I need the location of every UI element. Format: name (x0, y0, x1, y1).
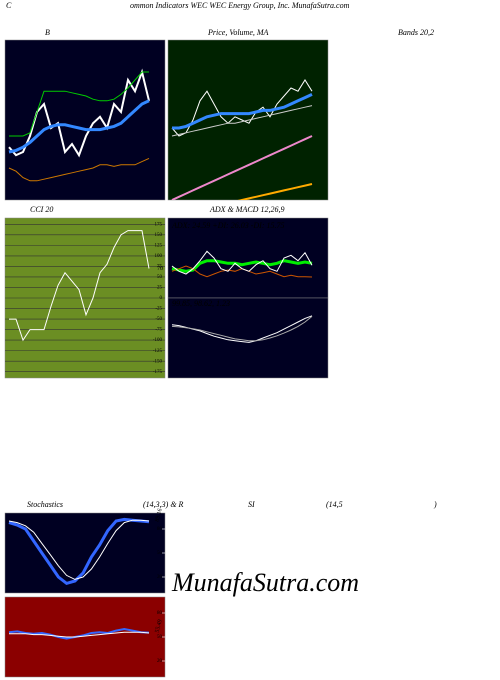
title-initial: C (6, 1, 12, 10)
y-tick-label: -50 (155, 317, 162, 322)
y-tick-label: -125 (153, 349, 163, 354)
header-text: B (45, 28, 50, 37)
panel-subtitle: 99.85, 98.62, 1.23 (172, 299, 230, 308)
y-tick-label: 80 (157, 527, 163, 532)
panel (4, 39, 166, 201)
y-tick-label: 50 (157, 275, 163, 280)
header-text: (14,5 (326, 500, 343, 509)
panel (4, 596, 166, 678)
series-line (237, 183, 313, 200)
series-line (8, 157, 150, 182)
series-line (8, 517, 150, 586)
watermark: MunafaSutra.com (171, 568, 359, 597)
y-tick-label: 125 (155, 244, 163, 249)
series-line (171, 259, 313, 273)
header-text: SI (248, 500, 255, 509)
series-line (171, 79, 313, 137)
y-tick-label: 20 (157, 659, 163, 664)
series-line (171, 135, 313, 200)
header-text: ) (433, 500, 437, 509)
panel-title: CCI 20 (30, 205, 53, 214)
series-line (9, 71, 149, 137)
value-label: 55.49 (154, 619, 163, 634)
panel (167, 297, 329, 379)
y-tick-label: 150 (155, 233, 163, 238)
y-tick-label: 175 (155, 222, 163, 227)
header-text: (14,3,3) & R (143, 500, 184, 509)
panel-subtitle: ADX: 24.59 +DI: 26.03 -DI: 15.75 (171, 221, 285, 230)
panel-title: ADX & MACD 12,26,9 (209, 205, 284, 214)
y-tick-label: -25 (155, 307, 162, 312)
series-line (171, 315, 313, 343)
panel (167, 217, 329, 299)
y-tick-label: 25 (157, 286, 163, 291)
y-tick-label: 80 (157, 611, 163, 616)
y-tick-label: -175 (153, 370, 163, 375)
y-tick-label: -100 (153, 338, 163, 343)
y-tick-label: 0 (160, 296, 163, 301)
series-line (8, 99, 150, 154)
value-label: 89.16 (154, 508, 163, 523)
y-tick-label: 50 (157, 635, 163, 640)
header-text: Price, Volume, MA (207, 28, 269, 37)
y-tick-label: -75 (155, 328, 162, 333)
series-line (171, 316, 313, 342)
header-text: Stochastics (27, 500, 63, 509)
series-line (172, 93, 313, 130)
series-line (171, 250, 313, 275)
y-tick-label: 50 (157, 551, 163, 556)
series-line (171, 105, 313, 137)
series-line (8, 519, 150, 580)
series-line (9, 230, 150, 342)
y-tick-label: -150 (153, 359, 163, 364)
y-tick-label: 75 (157, 265, 163, 270)
y-tick-label: 100 (155, 254, 163, 259)
series-line (9, 631, 150, 638)
y-tick-label: 20 (157, 575, 163, 580)
header-text: Bands 20,2 (398, 28, 434, 37)
value-label: 70 (157, 266, 163, 272)
panel (4, 512, 166, 594)
title: ommon Indicators WEC WEC Energy Group, I… (130, 1, 350, 10)
